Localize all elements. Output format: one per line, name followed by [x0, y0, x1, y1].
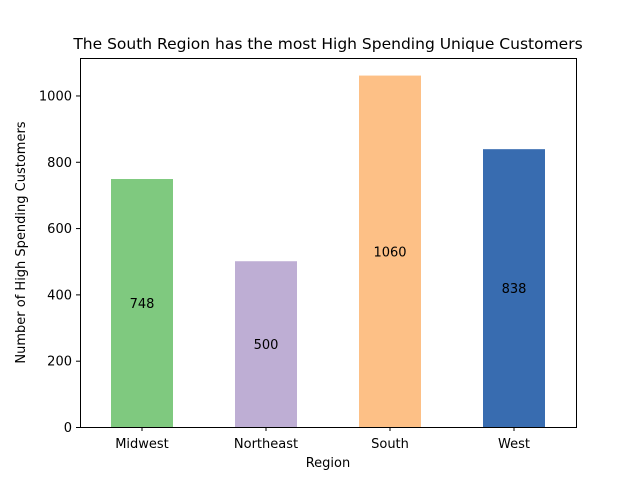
x-axis: Midwest Northeast South West — [115, 427, 530, 452]
y-tick-label: 400 — [47, 288, 72, 303]
y-tick-label: 600 — [47, 222, 72, 237]
x-tick-label-west: West — [498, 437, 530, 452]
x-tick-label-northeast: Northeast — [234, 437, 298, 452]
y-tick-label: 1000 — [39, 89, 72, 104]
data-labels-layer: 748 500 1060 838 — [130, 245, 527, 353]
x-tick-label-midwest: Midwest — [115, 437, 169, 452]
bar-west — [483, 149, 545, 428]
chart-title: The South Region has the most High Spend… — [72, 35, 582, 53]
bar-midwest — [111, 179, 173, 427]
data-label-south: 1060 — [373, 245, 406, 260]
y-axis: 0 200 400 600 800 1000 — [39, 89, 80, 436]
data-label-midwest: 748 — [130, 297, 155, 312]
y-tick-label: 0 — [64, 421, 72, 436]
data-label-northeast: 500 — [254, 338, 279, 353]
y-tick-label: 800 — [47, 156, 72, 171]
bars-layer — [111, 75, 545, 428]
y-axis-title: Number of High Spending Customers — [14, 121, 29, 363]
bar-northeast — [235, 261, 297, 427]
y-tick-label: 200 — [47, 355, 72, 370]
plot-area-frame — [80, 58, 577, 428]
data-label-west: 838 — [502, 282, 527, 297]
bar-south — [359, 75, 421, 428]
x-tick-label-south: South — [371, 437, 409, 452]
x-axis-title: Region — [306, 456, 351, 471]
